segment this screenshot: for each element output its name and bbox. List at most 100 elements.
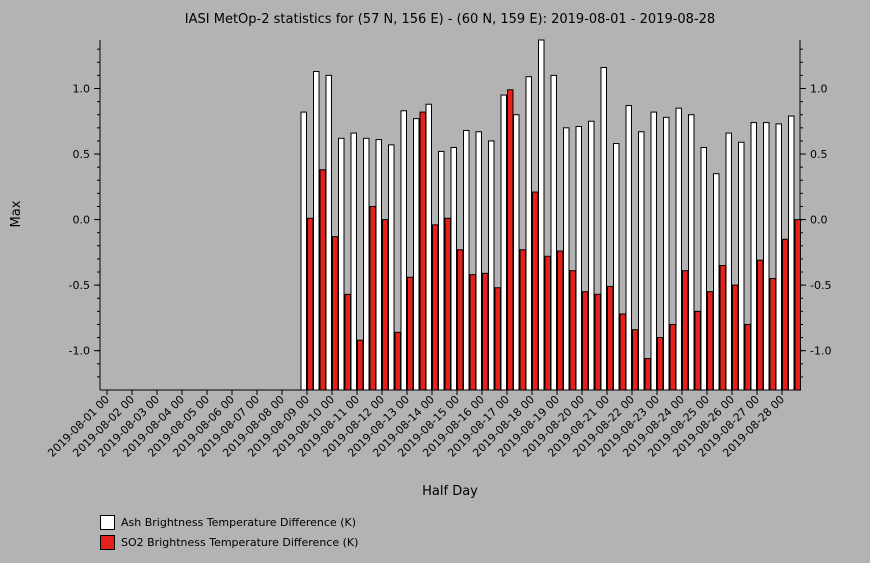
bar-ash bbox=[663, 116, 670, 391]
y-tick-label-left: 0.0 bbox=[73, 214, 91, 227]
y-tick-label-left: 1.0 bbox=[73, 83, 91, 96]
chart-title: IASI MetOp-2 statistics for (57 N, 156 E… bbox=[185, 12, 715, 27]
bar-ash bbox=[750, 122, 757, 391]
bar-ash bbox=[325, 74, 332, 391]
y-tick-label-right: 0.0 bbox=[810, 214, 828, 227]
bar-so2 bbox=[469, 274, 476, 391]
bar-ash bbox=[488, 140, 495, 391]
bar-ash bbox=[650, 111, 657, 391]
bar-ash bbox=[350, 132, 357, 391]
y-tick-label-right: -1.0 bbox=[810, 345, 831, 358]
bar-so2 bbox=[319, 169, 326, 391]
bars bbox=[300, 39, 801, 391]
bar-so2 bbox=[607, 285, 614, 391]
bar-so2 bbox=[594, 293, 601, 391]
y-tick-label-left: -1.0 bbox=[69, 345, 90, 358]
bar-so2 bbox=[732, 284, 739, 391]
legend-swatch-so2 bbox=[100, 534, 115, 550]
bar-so2 bbox=[344, 293, 351, 391]
bar-ash bbox=[725, 132, 732, 391]
bar-ash bbox=[513, 114, 520, 391]
y-tick-label-left: 0.5 bbox=[73, 148, 91, 161]
bar-ash bbox=[450, 146, 457, 391]
y-tick-label-right: 1.0 bbox=[810, 83, 828, 96]
bar-ash bbox=[700, 146, 707, 391]
bar-ash bbox=[763, 122, 770, 391]
legend-swatch-ash bbox=[100, 514, 115, 530]
bar-ash bbox=[600, 67, 607, 391]
bar-so2 bbox=[794, 219, 801, 391]
bar-ash bbox=[788, 115, 795, 391]
bar-so2 bbox=[494, 287, 501, 391]
bar-ash bbox=[538, 39, 545, 391]
bar-so2 bbox=[669, 323, 676, 391]
bar-so2 bbox=[707, 291, 714, 391]
bar-ash bbox=[775, 123, 782, 391]
y-tick-label-right: 0.5 bbox=[810, 148, 828, 161]
bar-so2 bbox=[357, 339, 364, 391]
legend-label-so2: SO2 Brightness Temperature Difference (K… bbox=[121, 535, 359, 549]
bar-so2 bbox=[632, 329, 639, 391]
bar-ash bbox=[613, 143, 620, 391]
bar-so2 bbox=[719, 264, 726, 391]
legend-label-ash: Ash Brightness Temperature Difference (K… bbox=[121, 515, 356, 529]
bar-so2 bbox=[532, 191, 539, 391]
bar-ash bbox=[300, 111, 307, 391]
bar-ash bbox=[338, 137, 345, 391]
bar-ash bbox=[563, 127, 570, 391]
bar-ash bbox=[688, 114, 695, 391]
bar-so2 bbox=[457, 249, 464, 391]
bar-so2 bbox=[657, 337, 664, 391]
bar-so2 bbox=[432, 224, 439, 391]
bar-so2 bbox=[744, 323, 751, 391]
bar-ash bbox=[388, 144, 395, 391]
bar-so2 bbox=[769, 278, 776, 391]
bar-so2 bbox=[557, 250, 564, 391]
y-tick-label-left: -0.5 bbox=[69, 279, 90, 292]
bar-so2 bbox=[782, 238, 789, 391]
bar-so2 bbox=[569, 270, 576, 391]
bar-so2 bbox=[582, 291, 589, 391]
legend-item-so2: SO2 Brightness Temperature Difference (K… bbox=[100, 532, 358, 552]
bar-ash bbox=[588, 120, 595, 391]
bar-ash bbox=[363, 137, 370, 391]
bar-ash bbox=[500, 94, 507, 391]
bar-ash bbox=[375, 139, 382, 391]
bar-ash bbox=[400, 110, 407, 391]
bar-so2 bbox=[482, 272, 489, 391]
bar-so2 bbox=[419, 111, 426, 391]
bar-ash bbox=[675, 107, 682, 391]
bar-ash bbox=[475, 131, 482, 391]
bar-so2 bbox=[644, 358, 651, 391]
bar-ash bbox=[625, 105, 632, 391]
bar-so2 bbox=[332, 236, 339, 391]
bar-so2 bbox=[394, 331, 401, 391]
x-axis-label: Half Day bbox=[422, 484, 478, 499]
bar-so2 bbox=[694, 310, 701, 391]
bar-ash bbox=[413, 118, 420, 391]
bar-so2 bbox=[619, 313, 626, 391]
bar-ash bbox=[638, 131, 645, 391]
y-tick-label-right: -0.5 bbox=[810, 279, 831, 292]
y-axis-label: Max bbox=[9, 200, 24, 227]
bar-ash bbox=[525, 76, 532, 391]
legend: Ash Brightness Temperature Difference (K… bbox=[100, 512, 358, 552]
bar-so2 bbox=[507, 89, 514, 391]
bar-ash bbox=[738, 141, 745, 391]
bar-so2 bbox=[307, 217, 314, 391]
bar-ash bbox=[575, 126, 582, 391]
bar-so2 bbox=[757, 259, 764, 391]
bar-so2 bbox=[369, 205, 376, 391]
bar-ash bbox=[313, 70, 320, 391]
bar-so2 bbox=[682, 270, 689, 391]
bar-ash bbox=[463, 129, 470, 391]
bar-ash bbox=[438, 150, 445, 391]
bar-so2 bbox=[519, 249, 526, 391]
bar-so2 bbox=[444, 217, 451, 391]
bar-so2 bbox=[382, 219, 389, 391]
legend-item-ash: Ash Brightness Temperature Difference (K… bbox=[100, 512, 358, 532]
bar-ash bbox=[713, 173, 720, 391]
bar-ash bbox=[550, 74, 557, 391]
bar-so2 bbox=[544, 255, 551, 391]
